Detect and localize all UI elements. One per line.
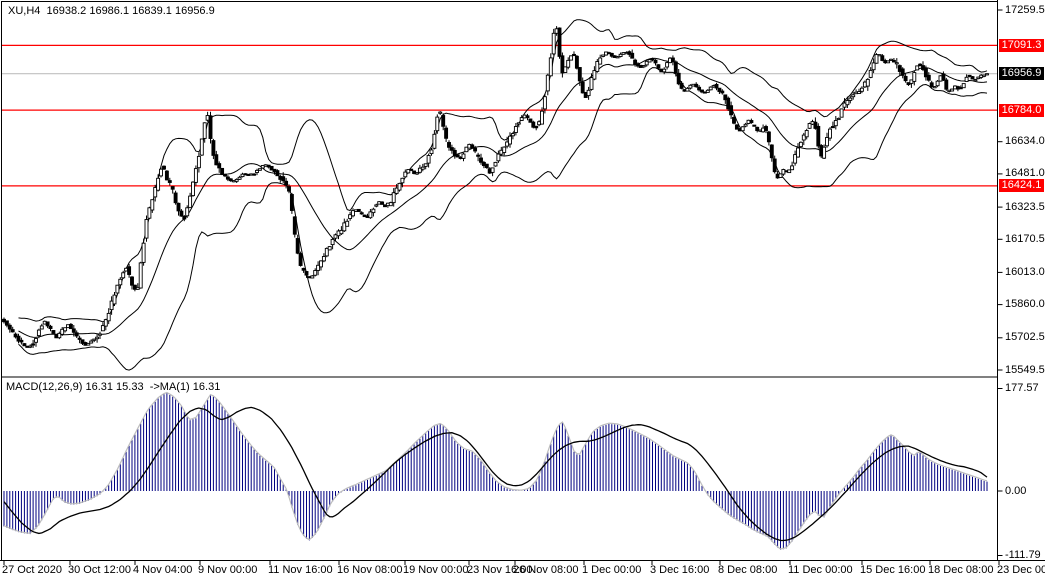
time-axis-label: 1 Dec 00:00 (582, 564, 642, 576)
hline-price-badge: 16424.1 (999, 179, 1044, 193)
time-axis-label: 27 Oct 2020 (2, 564, 62, 576)
time-axis-label: 23 Dec 00:00 (997, 564, 1045, 576)
time-axis-label: 11 Nov 16:00 (268, 564, 333, 576)
main-chart-area[interactable] (2, 2, 997, 377)
hline-price-badge: 16784.0 (999, 103, 1044, 117)
macd-axis-tick-label: 0.00 (1005, 484, 1027, 497)
time-axis[interactable] (0, 561, 1045, 583)
price-axis-tick-label: 16323.5 (1005, 200, 1045, 213)
time-axis-label: 19 Nov 00:00 (403, 564, 469, 576)
price-axis-tick-label: 16634.0 (1005, 135, 1045, 148)
price-axis-tick-label: 17259.5 (1005, 3, 1045, 16)
time-axis-label: 11 Dec 00:00 (788, 564, 853, 576)
macd-axis-tick-label: 177.57 (1005, 382, 1039, 394)
price-axis-tick-label: 15860.0 (1005, 298, 1045, 311)
time-axis-label: 4 Nov 04:00 (133, 564, 193, 576)
macd-panel-area[interactable] (2, 378, 997, 560)
price-axis-tick-label: 16013.0 (1005, 265, 1045, 278)
time-axis-label: 18 Dec 08:00 (928, 564, 994, 576)
macd-indicator-label: MACD(12,26,9) 16.31 15.33 ->MA(1) 16.31 (6, 381, 221, 393)
macd-axis-tick-label: -111.79 (1005, 549, 1041, 561)
price-axis-tick-label: 15702.5 (1005, 331, 1045, 344)
price-axis-tick-label: 16481.0 (1005, 167, 1045, 180)
time-axis-label: 15 Dec 16:00 (860, 564, 926, 576)
time-axis-label: 30 Oct 12:00 (68, 564, 131, 576)
time-axis-label: 26 Nov 08:00 (513, 564, 579, 576)
price-axis-tick-label: 16170.5 (1005, 232, 1045, 245)
price-axis[interactable] (998, 0, 1045, 560)
time-axis-label: 9 Nov 00:00 (198, 564, 258, 576)
symbol-ohlc-title: XU,H4 16938.2 16986.1 16839.1 16956.9 (8, 5, 215, 17)
time-axis-label: 23 Nov 16:00 (467, 564, 533, 576)
hline-price-badge: 17091.3 (999, 38, 1044, 52)
current-price-badge: 16956.9 (999, 67, 1044, 81)
price-axis-tick-label: 15549.5 (1005, 363, 1045, 376)
time-axis-label: 3 Dec 16:00 (650, 564, 710, 576)
time-axis-label: 16 Nov 08:00 (337, 564, 403, 576)
time-axis-label: 8 Dec 08:00 (718, 564, 778, 576)
